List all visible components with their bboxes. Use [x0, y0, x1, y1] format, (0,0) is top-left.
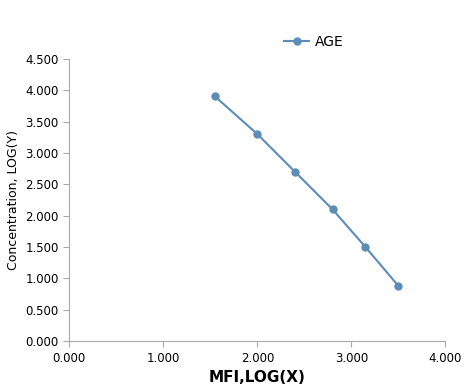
AGE: [363, 245, 368, 249]
Line: AGE: AGE: [212, 93, 402, 289]
AGE: [292, 169, 298, 174]
AGE: [255, 132, 260, 136]
Legend: AGE: AGE: [279, 29, 349, 54]
AGE: [395, 283, 401, 288]
Y-axis label: Concentration, LOG(Y): Concentration, LOG(Y): [7, 130, 20, 270]
X-axis label: MFI,LOG(X): MFI,LOG(X): [209, 370, 306, 385]
AGE: [330, 207, 335, 212]
AGE: [212, 94, 218, 99]
